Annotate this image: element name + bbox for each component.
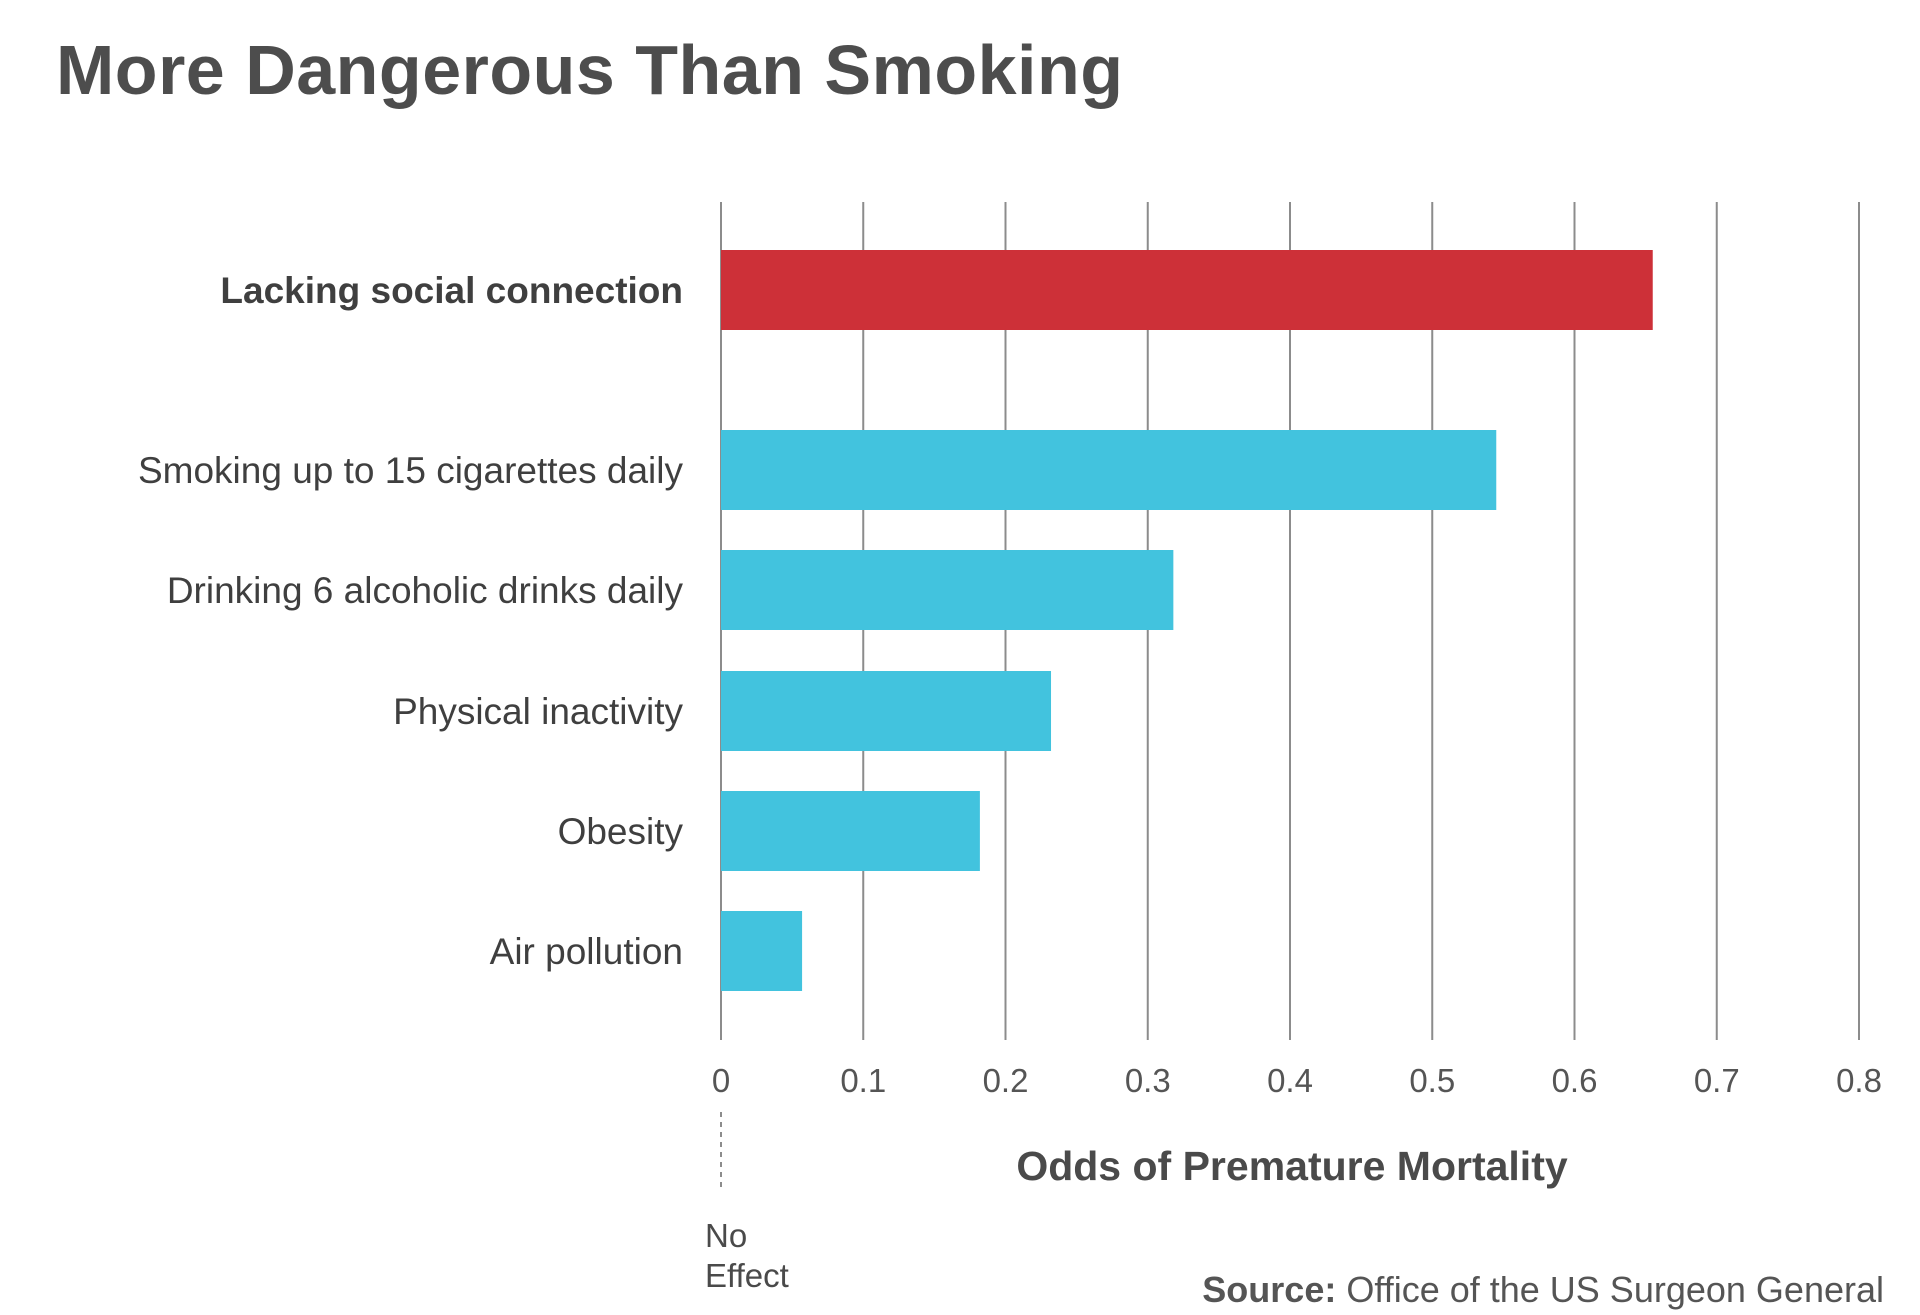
source-note: Source: Office of the US Surgeon General	[1202, 1269, 1884, 1310]
x-tick-label: 0.2	[983, 1062, 1029, 1099]
bar	[721, 671, 1052, 751]
bar	[721, 791, 980, 871]
zero-note-line2: Effect	[705, 1257, 789, 1294]
category-labels: Lacking social connection Smoking up to 1…	[138, 270, 684, 972]
category-label: Lacking social connection	[220, 270, 683, 311]
category-label: Physical inactivity	[393, 691, 683, 732]
category-label: Drinking 6 alcoholic drinks daily	[167, 570, 684, 611]
x-tick-label: 0.3	[1125, 1062, 1171, 1099]
bar	[721, 550, 1174, 630]
x-tick-label: 0	[712, 1062, 730, 1099]
chart-title: More Dangerous Than Smoking	[56, 31, 1124, 109]
bar	[721, 250, 1653, 330]
bars	[721, 250, 1653, 991]
x-tick-labels: 0 0.1 0.2 0.3 0.4 0.5 0.6 0.7 0.8	[712, 1062, 1882, 1099]
x-tick-label: 0.5	[1409, 1062, 1455, 1099]
category-label: Air pollution	[490, 931, 683, 972]
bar	[721, 911, 803, 991]
source-text: Office of the US Surgeon General	[1346, 1269, 1884, 1310]
x-tick-label: 0.1	[840, 1062, 886, 1099]
x-axis-title: Odds of Premature Mortality	[1016, 1143, 1568, 1189]
x-tick-label: 0.7	[1694, 1062, 1740, 1099]
category-label: Smoking up to 15 cigarettes daily	[138, 450, 684, 491]
zero-note-line1: No	[705, 1217, 747, 1254]
bar	[721, 430, 1497, 510]
x-tick-label: 0.6	[1552, 1062, 1598, 1099]
source-label: Source:	[1202, 1269, 1336, 1310]
x-tick-label: 0.8	[1836, 1062, 1882, 1099]
x-tick-label: 0.4	[1267, 1062, 1313, 1099]
category-label: Obesity	[558, 811, 684, 852]
